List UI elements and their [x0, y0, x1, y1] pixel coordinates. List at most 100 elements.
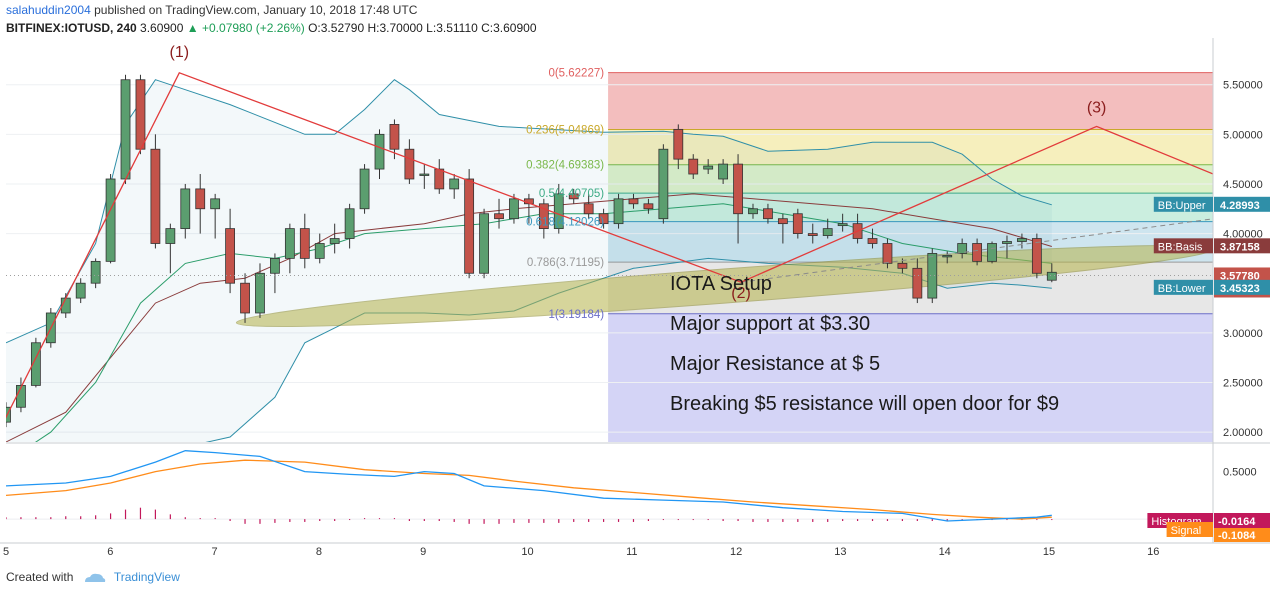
candle-body: [30, 342, 41, 386]
histogram-value-tag: [1214, 513, 1270, 528]
fib-label: 0.618(4.12026): [526, 217, 604, 229]
candle-body: [688, 158, 699, 175]
author-link[interactable]: salahuddin2004: [6, 3, 91, 17]
price-chart[interactable]: 0(5.62227) 0.236(5.04869) 0.382(4.69383) 0.…: [0, 38, 1270, 568]
candle-body: [987, 243, 997, 262]
candle-body: [583, 203, 594, 215]
macd-tick-label: 0.5000: [1223, 467, 1257, 479]
candle-body: [658, 148, 669, 220]
wave-label: (3): [1087, 99, 1107, 116]
candle-body: [165, 228, 176, 244]
publish-info: salahuddin2004 published on TradingView.…: [6, 3, 417, 17]
time-tick-label: 6: [107, 546, 113, 558]
candle-body: [90, 260, 101, 284]
bb-basis-value: 3.87158: [1220, 241, 1260, 253]
trend-line: [740, 218, 1213, 283]
candle-body: [359, 168, 370, 210]
candle-body: [1031, 238, 1042, 274]
bb-basis-value-tag: [1214, 238, 1270, 254]
macd-line: [6, 450, 1052, 522]
price-tick-label: 2.00000: [1223, 427, 1263, 439]
time-tick-label: 7: [212, 546, 218, 558]
candle-body: [822, 228, 833, 236]
time-tick-label: 11: [626, 546, 637, 558]
candle-body: [942, 255, 953, 258]
candle-body: [284, 228, 295, 259]
price-tick-label: 5.50000: [1223, 80, 1263, 92]
candle-body: [419, 173, 430, 176]
candle-body: [509, 198, 519, 220]
candle-body: [837, 223, 848, 227]
candle-body: [957, 243, 968, 254]
candle-body: [867, 238, 878, 244]
setup-note: Breaking $5 resistance will open door fo…: [670, 393, 1059, 415]
candle-body: [329, 238, 340, 244]
candle-body: [792, 213, 803, 234]
candle-body: [464, 178, 475, 274]
candle-body: [270, 257, 280, 274]
candle-body: [240, 282, 250, 314]
fib-label: 0(5.62227): [548, 68, 604, 80]
candle-body: [195, 188, 206, 210]
signal-value: -0.1084: [1218, 530, 1256, 542]
candle-body: [673, 128, 684, 160]
fib-label: 1(3.19184): [548, 309, 604, 321]
candle-body: [763, 208, 773, 220]
bb-upper-value-tag: [1214, 196, 1270, 212]
candle-body: [897, 262, 908, 269]
candle-body: [718, 163, 729, 180]
tradingview-link[interactable]: TradingView: [113, 570, 180, 584]
candle-body: [538, 203, 549, 230]
bb-basis-label-tag: [1153, 238, 1213, 254]
candle-body: [135, 79, 146, 150]
time-tick-label: 16: [1147, 546, 1159, 558]
candle-body: [389, 124, 400, 150]
last-price: 3.60900: [140, 21, 184, 35]
candle-body: [1046, 271, 1057, 281]
time-tick-label: 10: [521, 546, 533, 558]
fib-label: 0.5(4.40705): [539, 188, 604, 200]
bb-upper-label: BB:Upper: [1158, 200, 1206, 212]
ohlc-values: O:3.52790 H:3.70000 L:3.51110 C:3.60900: [308, 21, 537, 35]
bb-lower-value-tag: [1214, 279, 1270, 295]
time-tick-label: 5: [3, 546, 9, 558]
candle-body: [1017, 238, 1027, 242]
signal-line: [6, 459, 1052, 520]
candle-body: [210, 198, 221, 210]
time-tick-label: 12: [730, 546, 742, 558]
wave-label: (2): [731, 285, 751, 302]
fib-label: 0.382(4.69383): [526, 160, 604, 172]
candle-body: [628, 198, 639, 205]
time-tick-label: 8: [316, 546, 322, 558]
macd-pane: [6, 450, 1213, 524]
candle-body: [748, 208, 758, 215]
bb-upper-label-tag: [1153, 196, 1213, 212]
candle-body: [912, 267, 923, 299]
setup-note: IOTA Setup: [670, 273, 772, 295]
candle-body: [434, 168, 445, 190]
candle-body: [120, 79, 131, 180]
candle-body: [479, 213, 489, 274]
last-price-value: 3.57780: [1220, 270, 1260, 282]
candle-body: [404, 148, 415, 180]
candle-body: [105, 178, 116, 262]
last-price-value-tag: [1214, 267, 1270, 283]
cloud-logo-icon: [84, 573, 105, 582]
histogram-value: -0.0164: [1218, 516, 1256, 528]
setup-note: Major support at $3.30: [670, 313, 870, 335]
candle-body: [972, 243, 982, 262]
up-arrow-icon: ▲: [186, 21, 199, 35]
candle-body: [568, 193, 579, 200]
setup-note: Major Resistance at $ 5: [670, 353, 880, 375]
bb-upper-line: [6, 79, 1052, 344]
elliott-wave-line: [6, 71, 1213, 419]
candle-body: [643, 203, 654, 210]
candle-body: [1002, 241, 1012, 244]
wave-label: (1): [170, 44, 190, 61]
fib-band: [608, 313, 1213, 442]
main-pane: [6, 71, 1213, 442]
time-tick-label: 15: [1043, 546, 1055, 558]
candle-body: [613, 198, 624, 225]
candle-body: [703, 165, 714, 170]
candle-body: [299, 228, 310, 259]
